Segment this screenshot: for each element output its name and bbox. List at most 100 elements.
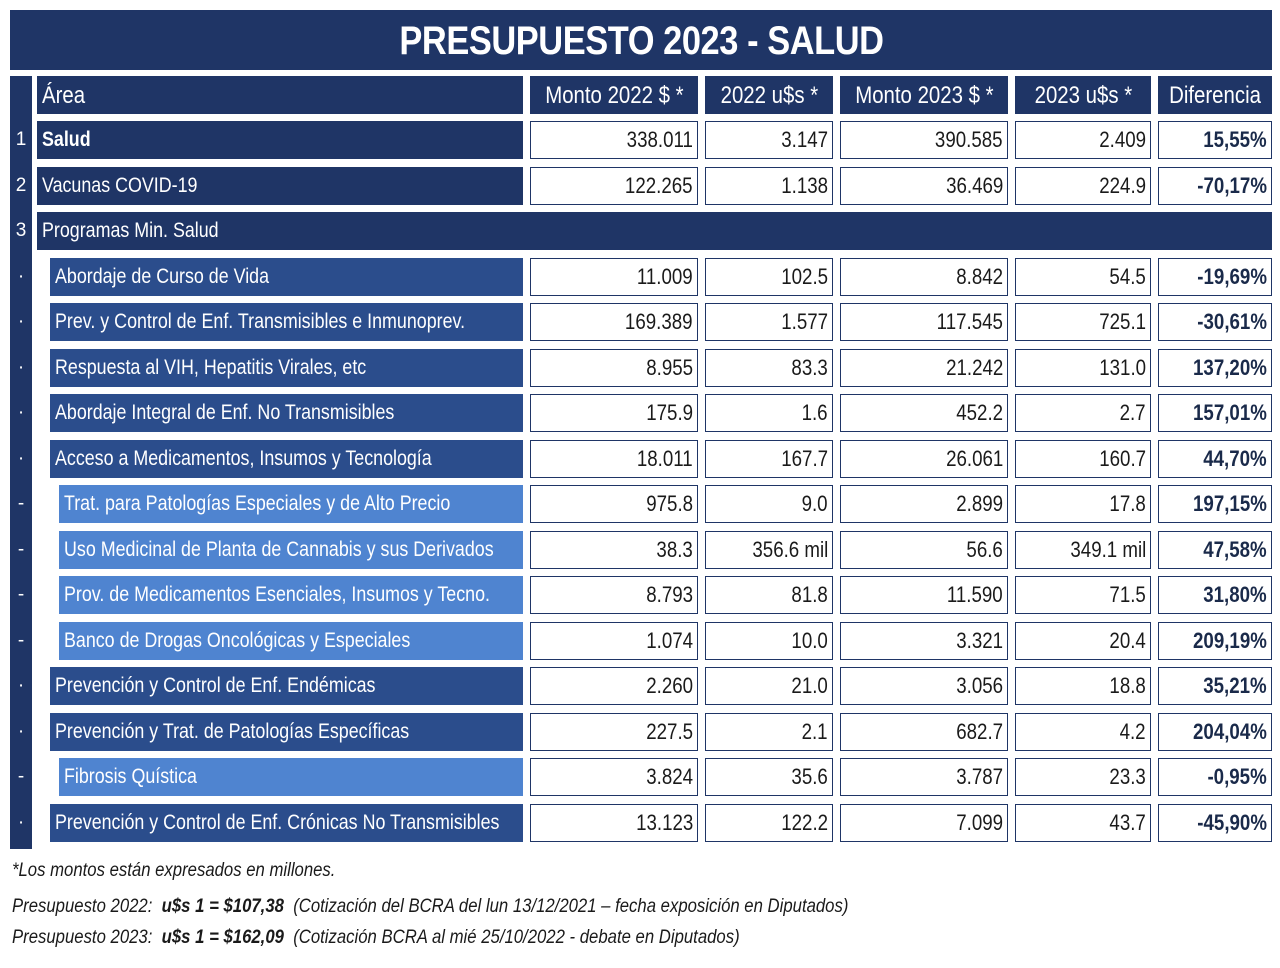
- cell-monto-2022: 1.074: [530, 622, 698, 660]
- cell-usd-2022: 81.8: [705, 576, 833, 614]
- rate-2023: u$s 1 = $162,09: [161, 927, 284, 948]
- cell-usd-2022: 83.3: [705, 349, 833, 387]
- cell-diferencia: 44,70%: [1158, 440, 1272, 478]
- cell-monto-2022: 11.009: [530, 258, 698, 296]
- cell-usd-2023: 725.1: [1015, 303, 1151, 341]
- row-marker: 3: [15, 220, 27, 241]
- cell-usd-2023: 160.7: [1015, 440, 1151, 478]
- cell-usd-2023: 131.0: [1015, 349, 1151, 387]
- cell-diferencia: -45,90%: [1158, 804, 1272, 842]
- cell-diferencia: 209,19%: [1158, 622, 1272, 660]
- cell-monto-2023: 3.321: [840, 622, 1008, 660]
- row-number-strip: [10, 76, 32, 849]
- cell-monto-2023: 390.585: [840, 121, 1008, 159]
- cell-monto-2023: 3.056: [840, 667, 1008, 705]
- header-usd-2022: 2022 u$s *: [705, 76, 833, 114]
- cell-monto-2023: 3.787: [840, 758, 1008, 796]
- row-label: Salud: [37, 121, 523, 159]
- row-label: Trat. para Patologías Especiales y de Al…: [59, 485, 523, 523]
- cell-diferencia: 197,15%: [1158, 485, 1272, 523]
- row-label: Abordaje Integral de Enf. No Transmisibl…: [50, 394, 523, 432]
- row-marker: ·: [17, 311, 25, 332]
- cell-diferencia: 35,21%: [1158, 667, 1272, 705]
- cell-diferencia: -30,61%: [1158, 303, 1272, 341]
- row-marker: 1: [15, 129, 27, 150]
- header-area: Área: [37, 76, 523, 114]
- cell-usd-2023: 23.3: [1015, 758, 1151, 796]
- row-marker: -: [17, 584, 25, 605]
- row-label: Fibrosis Quística: [59, 758, 523, 796]
- cell-monto-2022: 227.5: [530, 713, 698, 751]
- row-label: Prevención y Trat. de Patologías Específ…: [50, 713, 523, 751]
- row-marker: 2: [15, 175, 27, 196]
- page-title: PRESUPUESTO 2023 - SALUD: [10, 10, 1272, 70]
- section-header: Programas Min. Salud: [37, 212, 1272, 250]
- cell-usd-2022: 1.138: [705, 167, 833, 205]
- cell-monto-2022: 13.123: [530, 804, 698, 842]
- cell-monto-2023: 21.242: [840, 349, 1008, 387]
- cell-monto-2023: 36.469: [840, 167, 1008, 205]
- cell-monto-2022: 169.389: [530, 303, 698, 341]
- cell-usd-2023: 2.409: [1015, 121, 1151, 159]
- cell-diferencia: 47,58%: [1158, 531, 1272, 569]
- cell-usd-2022: 102.5: [705, 258, 833, 296]
- cell-usd-2022: 167.7: [705, 440, 833, 478]
- row-marker: -: [17, 539, 25, 560]
- header-monto-2022: Monto 2022 $ *: [530, 76, 698, 114]
- row-label: Uso Medicinal de Planta de Cannabis y su…: [59, 531, 523, 569]
- cell-monto-2023: 452.2: [840, 394, 1008, 432]
- cell-monto-2023: 682.7: [840, 713, 1008, 751]
- cell-usd-2023: 18.8: [1015, 667, 1151, 705]
- cell-diferencia: -0,95%: [1158, 758, 1272, 796]
- cell-usd-2022: 35.6: [705, 758, 833, 796]
- row-label: Acceso a Medicamentos, Insumos y Tecnolo…: [50, 440, 523, 478]
- row-marker: ·: [17, 721, 25, 742]
- cell-monto-2022: 18.011: [530, 440, 698, 478]
- cell-usd-2022: 122.2: [705, 804, 833, 842]
- row-marker: -: [17, 630, 25, 651]
- header-monto-2023: Monto 2023 $ *: [840, 76, 1008, 114]
- cell-monto-2023: 11.590: [840, 576, 1008, 614]
- cell-monto-2023: 117.545: [840, 303, 1008, 341]
- row-label: Vacunas COVID-19: [37, 167, 523, 205]
- row-marker: ·: [17, 357, 25, 378]
- cell-monto-2022: 8.955: [530, 349, 698, 387]
- cell-monto-2022: 338.011: [530, 121, 698, 159]
- cell-usd-2022: 10.0: [705, 622, 833, 660]
- cell-monto-2022: 38.3: [530, 531, 698, 569]
- cell-diferencia: 157,01%: [1158, 394, 1272, 432]
- cell-usd-2023: 349.1 mil: [1015, 531, 1151, 569]
- note-rate-2023: Presupuesto 2023: u$s 1 = $162,09 (Cotiz…: [12, 927, 740, 948]
- cell-diferencia: -19,69%: [1158, 258, 1272, 296]
- row-label: Prov. de Medicamentos Esenciales, Insumo…: [59, 576, 523, 614]
- note-rate-2022: Presupuesto 2022: u$s 1 = $107,38 (Cotiz…: [12, 896, 849, 917]
- cell-usd-2022: 2.1: [705, 713, 833, 751]
- header-usd-2023: 2023 u$s *: [1015, 76, 1151, 114]
- cell-monto-2023: 26.061: [840, 440, 1008, 478]
- cell-usd-2023: 20.4: [1015, 622, 1151, 660]
- cell-monto-2022: 8.793: [530, 576, 698, 614]
- row-label: Abordaje de Curso de Vida: [50, 258, 523, 296]
- cell-usd-2022: 21.0: [705, 667, 833, 705]
- cell-usd-2023: 43.7: [1015, 804, 1151, 842]
- cell-usd-2022: 3.147: [705, 121, 833, 159]
- row-marker: ·: [17, 675, 25, 696]
- cell-usd-2023: 17.8: [1015, 485, 1151, 523]
- row-label: Prevención y Control de Enf. Crónicas No…: [50, 804, 523, 842]
- row-marker: -: [17, 493, 25, 514]
- cell-usd-2023: 2.7: [1015, 394, 1151, 432]
- row-marker: ·: [17, 812, 25, 833]
- cell-monto-2023: 8.842: [840, 258, 1008, 296]
- cell-monto-2023: 56.6: [840, 531, 1008, 569]
- cell-monto-2023: 7.099: [840, 804, 1008, 842]
- note-millions: *Los montos están expresados en millones…: [12, 860, 336, 881]
- cell-monto-2022: 3.824: [530, 758, 698, 796]
- cell-usd-2022: 9.0: [705, 485, 833, 523]
- cell-monto-2023: 2.899: [840, 485, 1008, 523]
- cell-usd-2022: 356.6 mil: [705, 531, 833, 569]
- cell-usd-2023: 224.9: [1015, 167, 1151, 205]
- cell-diferencia: 31,80%: [1158, 576, 1272, 614]
- cell-diferencia: 204,04%: [1158, 713, 1272, 751]
- cell-usd-2023: 71.5: [1015, 576, 1151, 614]
- row-label: Banco de Drogas Oncológicas y Especiales: [59, 622, 523, 660]
